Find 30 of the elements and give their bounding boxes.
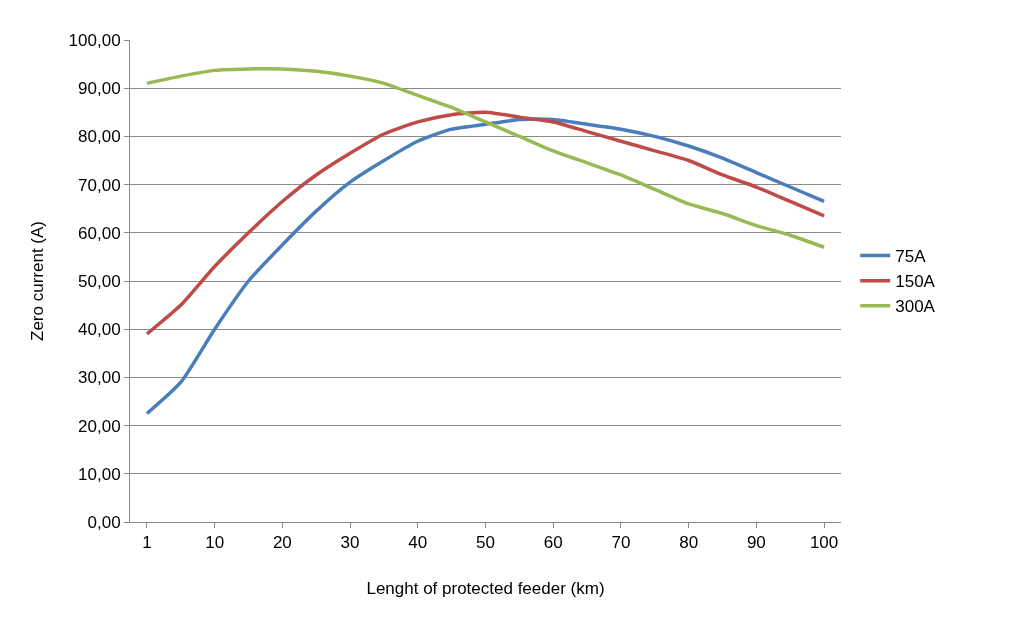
line-series (145, 117, 826, 416)
x-tick-label: 10 (205, 533, 225, 553)
legend-label: 150A (895, 272, 936, 292)
y-tick-label: 0,00 (87, 512, 121, 532)
x-tick-label: 90 (746, 533, 766, 553)
y-tick-label: 90,00 (78, 79, 121, 99)
x-tick-label: 100 (809, 533, 839, 553)
line-series (145, 67, 826, 250)
x-tick-label: 30 (340, 533, 360, 553)
x-tick-label: 80 (679, 533, 699, 553)
y-tick-label: 60,00 (78, 223, 121, 243)
y-tick-label: 30,00 (78, 368, 121, 388)
line-series (145, 110, 826, 336)
x-tick-label: 60 (543, 533, 563, 553)
x-tick-label: 20 (272, 533, 292, 553)
y-tick-label: 10,00 (78, 464, 121, 484)
legend-label: 75A (895, 247, 927, 267)
legend-label: 300A (895, 297, 936, 317)
y-tick-label: 70,00 (78, 175, 121, 195)
x-tick-label: 1 (142, 533, 152, 553)
x-tick-label: 50 (476, 533, 495, 553)
y-tick-label: 40,00 (78, 320, 121, 340)
y-tick-label: 80,00 (78, 127, 121, 147)
y-tick-label: 20,00 (78, 416, 121, 436)
y-axis-title: Zero current (A) (28, 221, 48, 341)
x-axis-title: Lenght of protected feeder (km) (366, 578, 605, 598)
x-tick-label: 40 (408, 533, 428, 553)
x-tick-label: 70 (611, 533, 631, 553)
y-tick-label: 100,00 (68, 30, 121, 50)
y-tick-label: 50,00 (78, 271, 121, 291)
